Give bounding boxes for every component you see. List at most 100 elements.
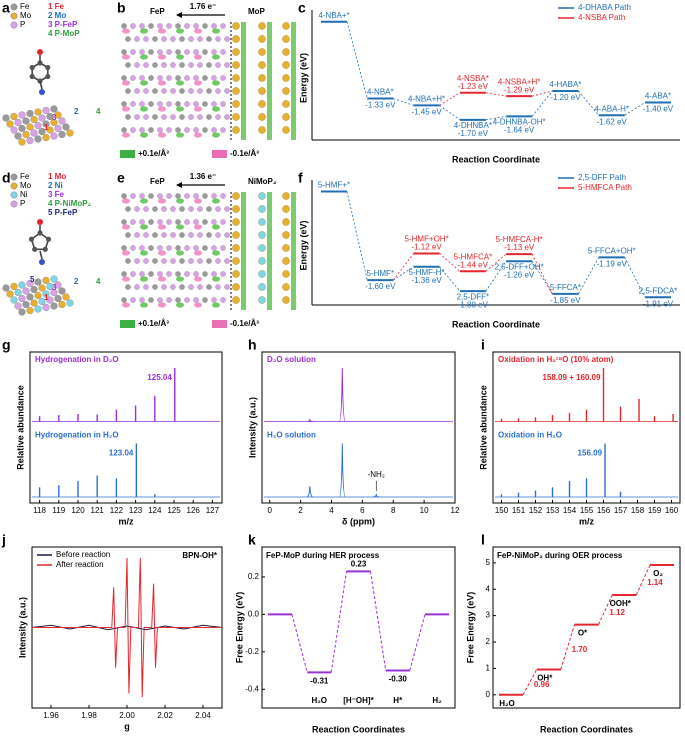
atom — [2, 114, 10, 122]
legend-label: Ni — [20, 190, 28, 199]
density-blob — [158, 80, 166, 86]
atom — [175, 271, 181, 277]
atom — [22, 287, 30, 295]
atom — [166, 49, 172, 55]
atom — [130, 75, 136, 81]
connector — [392, 253, 414, 281]
atom — [54, 294, 62, 303]
atom — [139, 49, 145, 55]
x-tick-label: 2.04 — [195, 711, 211, 720]
value-label: -1.19 eV — [597, 260, 628, 269]
atom — [184, 245, 190, 251]
density-blob — [176, 250, 184, 256]
atom — [211, 101, 217, 107]
connector — [346, 21, 368, 99]
atom — [220, 23, 226, 29]
atom — [139, 297, 145, 303]
atom — [130, 297, 136, 303]
x-tick-label: O₂ — [653, 569, 663, 578]
atom — [139, 23, 145, 29]
atom — [166, 245, 172, 251]
density-blob — [176, 198, 184, 204]
atom — [148, 101, 154, 107]
x-axis-label: m/z — [579, 516, 595, 526]
density-column — [241, 22, 246, 140]
x-tick-label: [H⁻OH]* — [343, 696, 374, 705]
atom — [220, 193, 226, 199]
atom — [14, 118, 22, 127]
atom — [152, 284, 158, 290]
atom — [211, 127, 217, 133]
atom — [184, 101, 190, 107]
atom — [282, 35, 290, 43]
panel-letter: b — [117, 0, 126, 16]
atom — [282, 126, 290, 134]
density-blob — [212, 54, 220, 60]
atom — [258, 48, 266, 56]
atom — [50, 275, 58, 283]
atom — [188, 284, 194, 290]
legend-label: -0.1e/Å³ — [230, 319, 259, 328]
atom — [166, 219, 172, 225]
atom — [121, 245, 127, 251]
density-blob — [194, 28, 202, 34]
atom — [258, 270, 266, 278]
atom — [10, 126, 18, 134]
atom — [139, 219, 145, 225]
atom — [143, 258, 149, 264]
atom — [29, 73, 35, 80]
atom — [148, 271, 154, 277]
atom — [157, 127, 163, 133]
y-tick-label: 0 — [486, 690, 491, 699]
atom — [224, 258, 230, 264]
y-tick-label: -0.2 — [245, 647, 259, 656]
atom — [202, 219, 208, 225]
atom — [211, 271, 217, 277]
series-line — [32, 557, 222, 698]
y-axis-label: Relative abundance — [15, 385, 25, 470]
atom — [130, 49, 136, 55]
atom — [220, 127, 226, 133]
region-label: NiMoP₂ — [248, 177, 277, 186]
atom — [14, 302, 22, 310]
x-axis-label: Reaction Coordinate — [452, 319, 540, 329]
atom — [26, 306, 34, 315]
atom — [45, 64, 51, 71]
atom — [282, 270, 290, 278]
density-blob — [140, 302, 148, 308]
atom — [50, 132, 58, 140]
atom — [30, 129, 38, 137]
atom — [282, 74, 290, 82]
level-label: 4-NBA* — [367, 88, 394, 97]
atom — [42, 246, 48, 252]
density-blob — [194, 250, 202, 256]
connector — [393, 266, 414, 281]
level-label: 5-HMFCA* — [454, 252, 493, 261]
atom — [170, 284, 176, 290]
legend-swatch — [212, 150, 227, 158]
atom — [34, 108, 42, 116]
atom — [10, 112, 18, 121]
atom — [130, 245, 136, 251]
atom — [143, 36, 149, 42]
atom — [46, 126, 54, 134]
chart-title: FeP-MoP during HER process — [266, 551, 380, 560]
atom — [258, 296, 266, 304]
atom — [215, 88, 221, 94]
density-blob — [194, 224, 202, 230]
site-number: 3 — [52, 113, 57, 122]
density-blob — [140, 106, 148, 112]
atom — [215, 206, 221, 212]
atom — [143, 206, 149, 212]
atom — [282, 113, 290, 121]
value-label: -1.60 eV — [365, 282, 396, 291]
x-tick-label: 119 — [52, 506, 65, 515]
x-tick-label: 157 — [614, 506, 628, 515]
y-axis-label: Free Energy (eV) — [465, 592, 475, 664]
x-tick-label: 2 — [298, 506, 303, 515]
atom — [258, 126, 266, 134]
panel-letter: j — [1, 532, 6, 548]
x-tick-label: H₂O — [499, 699, 515, 708]
x-tick-label: 1.96 — [43, 711, 59, 720]
atom — [206, 284, 212, 290]
